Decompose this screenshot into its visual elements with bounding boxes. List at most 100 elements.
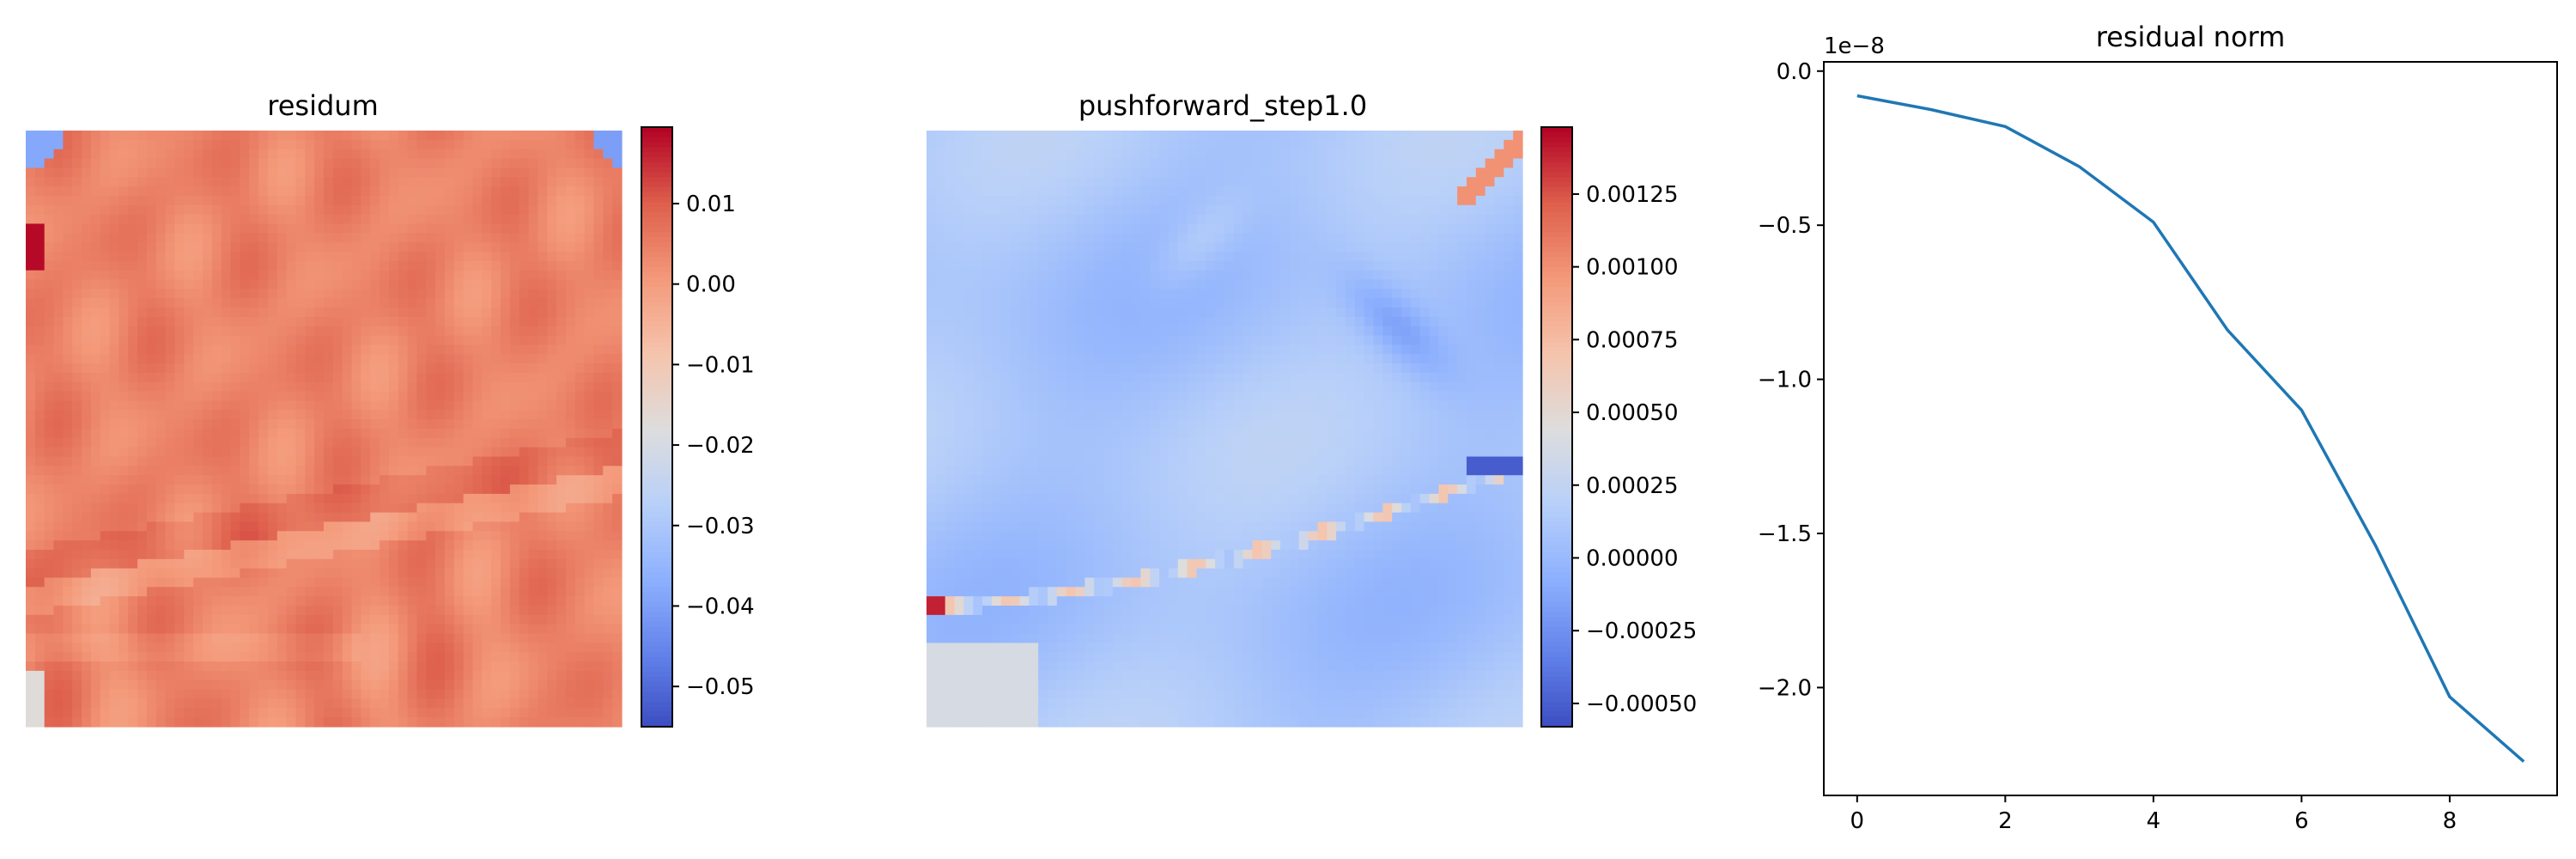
heatmap-cell	[155, 223, 167, 234]
heatmap-cell	[1000, 204, 1012, 216]
heatmap-cell	[426, 214, 436, 225]
heatmap-cell	[927, 149, 937, 160]
heatmap-cell	[155, 596, 167, 606]
heatmap-cell	[193, 204, 204, 216]
heatmap-cell	[44, 484, 55, 495]
heatmap-cell	[146, 447, 157, 458]
heatmap-cell	[286, 698, 297, 709]
heatmap-cell	[453, 652, 465, 662]
heatmap-cell	[388, 335, 399, 345]
heatmap-cell	[603, 139, 613, 150]
heatmap-cell	[26, 270, 36, 281]
heatmap-cell	[463, 270, 474, 281]
heatmap-cell	[174, 391, 185, 402]
heatmap-cell	[295, 289, 306, 299]
heatmap-cell	[100, 233, 111, 243]
heatmap-cell	[584, 503, 595, 514]
heatmap-cell	[324, 429, 334, 439]
heatmap-cell	[295, 233, 306, 243]
heatmap-cell	[593, 661, 604, 672]
heatmap-cell	[165, 558, 176, 570]
heatmap-cell	[118, 512, 129, 523]
heatmap-cell	[128, 484, 138, 495]
heatmap-cell	[370, 158, 380, 168]
heatmap-cell	[556, 512, 567, 523]
heatmap-cell	[603, 484, 613, 495]
heatmap-cell	[1429, 195, 1439, 206]
colorbar-segment	[641, 481, 672, 488]
heatmap-cell	[547, 493, 557, 504]
heatmap-cell	[1010, 177, 1021, 187]
heatmap-cell	[453, 214, 465, 225]
heatmap-cell	[547, 466, 557, 476]
heatmap-cell	[501, 643, 511, 653]
heatmap-cell	[1336, 149, 1346, 160]
heatmap-cell	[565, 270, 576, 281]
heatmap-cell	[528, 177, 538, 187]
heatmap-cell	[416, 549, 427, 560]
heatmap-cell	[453, 708, 465, 718]
heatmap-cell	[416, 335, 427, 345]
heatmap-cell	[426, 679, 436, 691]
heatmap-cell	[472, 429, 483, 439]
heatmap-cell	[193, 214, 204, 225]
heatmap-cell	[211, 475, 222, 485]
heatmap-cell	[324, 149, 334, 160]
heatmap-cell	[100, 652, 111, 662]
heatmap-cell	[361, 204, 371, 216]
heatmap-cell	[1233, 177, 1244, 187]
heatmap-cell	[1466, 139, 1477, 150]
heatmap-cell	[1112, 195, 1123, 206]
heatmap-cell	[1047, 168, 1058, 178]
heatmap-cell	[90, 447, 101, 458]
heatmap-cell	[1196, 223, 1206, 234]
heatmap-cell	[982, 186, 993, 197]
heatmap-cell	[547, 689, 557, 700]
heatmap-cell	[332, 391, 343, 402]
heatmap-cell	[444, 195, 455, 206]
heatmap-cell	[1336, 139, 1346, 150]
heatmap-cell	[53, 633, 64, 643]
heatmap-cell	[184, 326, 194, 337]
heatmap-cell	[90, 606, 101, 616]
heatmap-cell	[1038, 233, 1048, 243]
heatmap-cell	[146, 503, 157, 514]
heatmap-cell	[324, 456, 334, 466]
heatmap-cell	[1448, 158, 1458, 168]
colorbar-segment	[641, 197, 672, 203]
heatmap-cell	[82, 540, 92, 551]
heatmap-cell	[137, 279, 148, 289]
heatmap-cell	[1401, 204, 1412, 216]
heatmap-cell	[482, 429, 492, 439]
heatmap-cell	[342, 549, 353, 560]
heatmap-cell	[603, 596, 613, 606]
heatmap-cell	[258, 512, 269, 523]
heatmap-cell	[82, 279, 92, 289]
heatmap-cell	[935, 223, 946, 234]
heatmap-cell	[574, 131, 586, 141]
heatmap-cell	[491, 326, 501, 337]
heatmap-cell	[249, 400, 259, 411]
heatmap-cell	[1280, 177, 1291, 187]
heatmap-cell	[295, 531, 306, 541]
heatmap-cell	[565, 381, 576, 393]
heatmap-cell	[267, 419, 278, 430]
heatmap-cell	[203, 158, 213, 168]
heatmap-cell	[324, 316, 334, 327]
heatmap-cell	[193, 484, 204, 495]
heatmap-cell	[472, 233, 483, 243]
heatmap-cell	[556, 577, 567, 588]
heatmap-cell	[1206, 177, 1216, 187]
heatmap-cell	[26, 335, 36, 345]
heatmap-cell	[193, 279, 204, 289]
heatmap-cell	[547, 643, 557, 653]
heatmap-cell	[1429, 223, 1439, 234]
heatmap-cell	[1224, 168, 1235, 178]
heatmap-cell	[240, 661, 250, 672]
heatmap-cell	[444, 698, 455, 709]
heatmap-cell	[90, 223, 101, 234]
heatmap-cell	[128, 270, 138, 281]
heatmap-cell	[528, 503, 538, 514]
heatmap-cell	[398, 633, 409, 643]
heatmap-cell	[221, 139, 232, 150]
